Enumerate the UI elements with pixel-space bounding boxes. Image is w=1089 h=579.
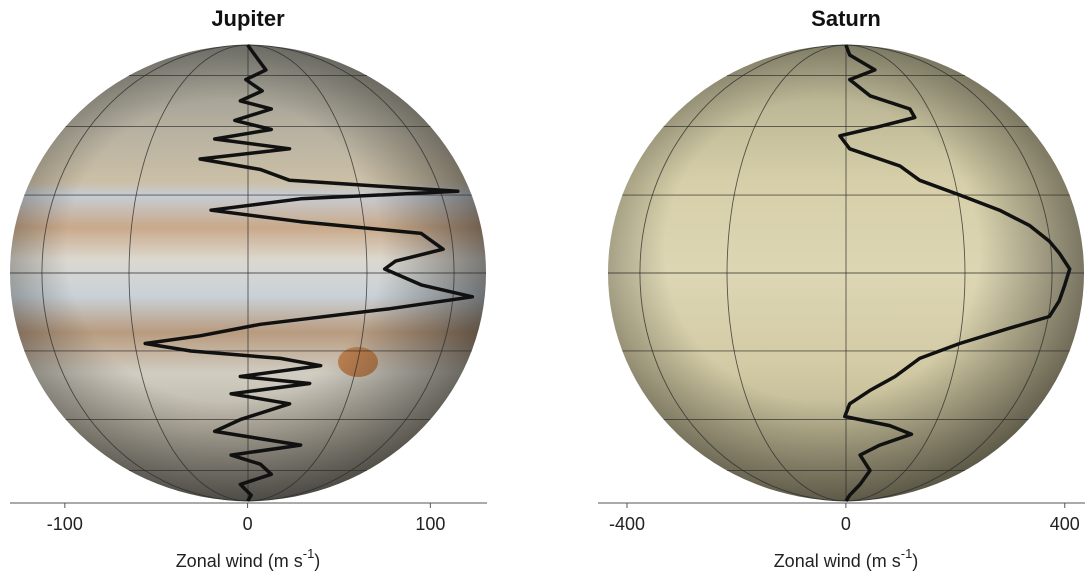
grid-line — [845, 44, 1053, 502]
x-tick-label: 100 — [415, 514, 445, 534]
x-axis-label-close: ) — [912, 551, 918, 571]
x-axis-label-superscript: -1 — [901, 546, 913, 561]
x-axis-label: Zonal wind (m s-1) — [774, 546, 919, 570]
chart-title: Saturn — [811, 6, 881, 31]
panel: Jupiter -100 0 100 Zonal wind (m s-1) — [10, 6, 487, 571]
grid-line — [247, 44, 455, 502]
x-tick-label: 0 — [841, 514, 851, 534]
x-axis-label: Zonal wind (m s-1) — [176, 546, 321, 570]
grid-line — [41, 44, 249, 502]
x-tick-label: -100 — [47, 514, 83, 534]
grid-line — [726, 44, 847, 502]
chart-title: Jupiter — [211, 6, 285, 31]
panel: Saturn -400 0 400 Zonal wind (m s-1) — [598, 6, 1085, 571]
grid-line — [639, 44, 847, 502]
x-tick-label: -400 — [609, 514, 645, 534]
grid-line — [128, 44, 249, 502]
x-axis-label-close: ) — [314, 551, 320, 571]
x-axis-label-text: Zonal wind (m s — [176, 551, 303, 571]
grid-line — [845, 44, 966, 502]
wind-profile — [143, 43, 475, 502]
x-tick-label: 400 — [1050, 514, 1080, 534]
wind-profile — [838, 44, 1072, 502]
x-axis-label-text: Zonal wind (m s — [774, 551, 901, 571]
grid-line — [247, 44, 368, 502]
x-tick-label: 0 — [243, 514, 253, 534]
x-axis-label-superscript: -1 — [303, 546, 315, 561]
